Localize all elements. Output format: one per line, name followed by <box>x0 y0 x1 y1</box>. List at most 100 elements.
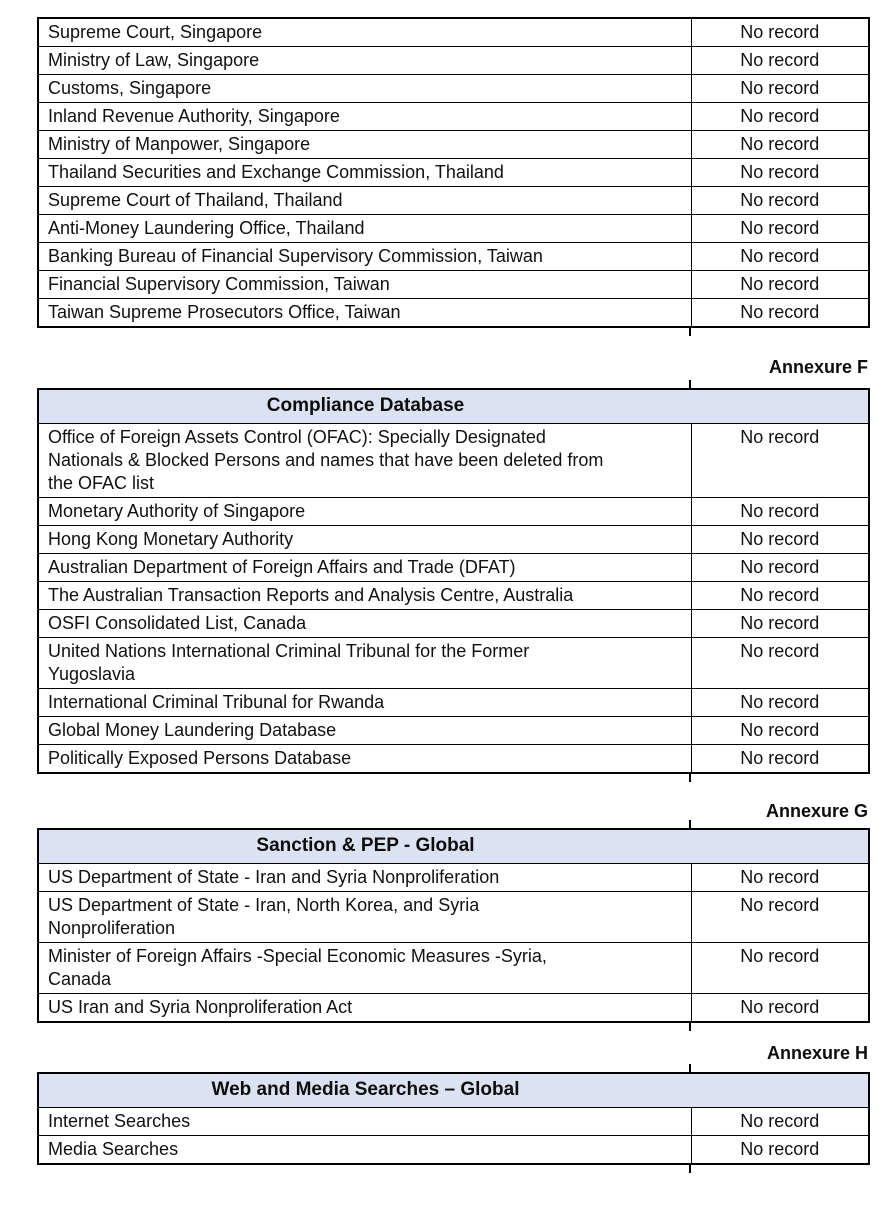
result-cell: No record <box>690 298 870 328</box>
compliance-database-table: Compliance Database Office of Foreign As… <box>37 388 870 774</box>
source-cell: Taiwan Supreme Prosecutors Office, Taiwa… <box>37 298 692 328</box>
table-row: Customs, Singapore No record <box>37 74 870 103</box>
table-sanction-pep-global: Sanction & PEP - Global US Department of… <box>37 820 870 1031</box>
table-row: Global Money Laundering Database No reco… <box>37 716 870 745</box>
table-row: Taiwan Supreme Prosecutors Office, Taiwa… <box>37 298 870 328</box>
result-cell: No record <box>690 270 870 299</box>
source-cell: Monetary Authority of Singapore <box>37 497 692 526</box>
annexure-g-label: Annexure G <box>765 801 868 821</box>
result-cell: No record <box>690 637 870 689</box>
table-row: Hong Kong Monetary Authority No record <box>37 525 870 554</box>
table-row: US Department of State - Iran and Syria … <box>37 863 870 892</box>
annexure-f-label: Annexure F <box>768 357 868 377</box>
table-row: Ministry of Manpower, Singapore No recor… <box>37 130 870 159</box>
source-cell: Australian Department of Foreign Affairs… <box>37 553 692 582</box>
result-cell: No record <box>690 891 870 943</box>
result-cell: No record <box>690 242 870 271</box>
table-title: Compliance Database <box>266 395 465 416</box>
source-cell: Banking Bureau of Financial Supervisory … <box>37 242 692 271</box>
source-cell: Politically Exposed Persons Database <box>37 744 692 774</box>
source-cell: United Nations International Criminal Tr… <box>37 637 692 689</box>
table-header-cell: Sanction & PEP - Global <box>37 828 870 864</box>
column-gridline-tick <box>689 1165 691 1173</box>
column-gridline-tick <box>689 380 691 388</box>
source-cell: Hong Kong Monetary Authority <box>37 525 692 554</box>
source-cell: Ministry of Manpower, Singapore <box>37 130 692 159</box>
result-cell: No record <box>690 1135 870 1165</box>
regulatory-agencies-table: Supreme Court, Singapore No record Minis… <box>37 17 870 328</box>
source-cell: Supreme Court, Singapore <box>37 17 692 47</box>
table-header-row: Sanction & PEP - Global <box>37 828 870 864</box>
table-row: Internet Searches No record <box>37 1107 870 1136</box>
result-cell: No record <box>690 1107 870 1136</box>
source-cell: Media Searches <box>37 1135 692 1165</box>
table-row: Minister of Foreign Affairs -Special Eco… <box>37 942 870 994</box>
source-cell: Office of Foreign Assets Control (OFAC):… <box>37 423 692 498</box>
source-cell: Financial Supervisory Commission, Taiwan <box>37 270 692 299</box>
table-row: Banking Bureau of Financial Supervisory … <box>37 242 870 271</box>
result-cell: No record <box>690 688 870 717</box>
table-row: Media Searches No record <box>37 1135 870 1165</box>
source-cell: Minister of Foreign Affairs -Special Eco… <box>37 942 692 994</box>
column-gridline-tick <box>689 1023 691 1031</box>
table-header-cell: Compliance Database <box>37 388 870 424</box>
table-row: Thailand Securities and Exchange Commiss… <box>37 158 870 187</box>
source-cell: US Department of State - Iran and Syria … <box>37 863 692 892</box>
result-cell: No record <box>690 186 870 215</box>
source-cell: Supreme Court of Thailand, Thailand <box>37 186 692 215</box>
result-cell: No record <box>690 130 870 159</box>
result-cell: No record <box>690 942 870 994</box>
result-cell: No record <box>690 581 870 610</box>
table-row: Australian Department of Foreign Affairs… <box>37 553 870 582</box>
table-regulatory-agencies: Supreme Court, Singapore No record Minis… <box>37 17 870 336</box>
result-cell: No record <box>690 863 870 892</box>
table-row: Supreme Court of Thailand, Thailand No r… <box>37 186 870 215</box>
result-cell: No record <box>690 17 870 47</box>
result-cell: No record <box>690 423 870 498</box>
result-cell: No record <box>690 74 870 103</box>
table-row: Financial Supervisory Commission, Taiwan… <box>37 270 870 299</box>
column-gridline-tick <box>689 820 691 828</box>
table-row: The Australian Transaction Reports and A… <box>37 581 870 610</box>
table-title: Sanction & PEP - Global <box>256 835 475 856</box>
source-cell: The Australian Transaction Reports and A… <box>37 581 692 610</box>
result-cell: No record <box>690 553 870 582</box>
table-row: Anti-Money Laundering Office, Thailand N… <box>37 214 870 243</box>
table-header-row: Web and Media Searches – Global <box>37 1072 870 1108</box>
result-cell: No record <box>690 609 870 638</box>
result-cell: No record <box>690 158 870 187</box>
table-row: Office of Foreign Assets Control (OFAC):… <box>37 423 870 498</box>
table-row: US Department of State - Iran, North Kor… <box>37 891 870 943</box>
table-compliance-database: Compliance Database Office of Foreign As… <box>37 380 870 782</box>
table-title: Web and Media Searches – Global <box>211 1079 520 1100</box>
source-cell: Ministry of Law, Singapore <box>37 46 692 75</box>
table-row: Ministry of Law, Singapore No record <box>37 46 870 75</box>
source-cell: Inland Revenue Authority, Singapore <box>37 102 692 131</box>
table-row: Monetary Authority of Singapore No recor… <box>37 497 870 526</box>
result-cell: No record <box>690 525 870 554</box>
column-gridline-tick <box>689 328 691 336</box>
result-cell: No record <box>690 993 870 1023</box>
table-header-row: Compliance Database <box>37 388 870 424</box>
result-cell: No record <box>690 102 870 131</box>
table-row: Supreme Court, Singapore No record <box>37 17 870 47</box>
result-cell: No record <box>690 46 870 75</box>
sanction-pep-table: Sanction & PEP - Global US Department of… <box>37 828 870 1023</box>
annexure-h-label: Annexure H <box>766 1043 868 1063</box>
source-cell: Anti-Money Laundering Office, Thailand <box>37 214 692 243</box>
table-row: International Criminal Tribunal for Rwan… <box>37 688 870 717</box>
web-media-searches-table: Web and Media Searches – Global Internet… <box>37 1072 870 1165</box>
source-cell: Customs, Singapore <box>37 74 692 103</box>
table-row: US Iran and Syria Nonproliferation Act N… <box>37 993 870 1023</box>
column-gridline-tick <box>689 774 691 782</box>
result-cell: No record <box>690 744 870 774</box>
result-cell: No record <box>690 716 870 745</box>
source-cell: US Iran and Syria Nonproliferation Act <box>37 993 692 1023</box>
source-cell: OSFI Consolidated List, Canada <box>37 609 692 638</box>
table-web-media-searches: Web and Media Searches – Global Internet… <box>37 1064 870 1173</box>
result-cell: No record <box>690 214 870 243</box>
source-cell: Internet Searches <box>37 1107 692 1136</box>
table-row: United Nations International Criminal Tr… <box>37 637 870 689</box>
source-cell: Thailand Securities and Exchange Commiss… <box>37 158 692 187</box>
